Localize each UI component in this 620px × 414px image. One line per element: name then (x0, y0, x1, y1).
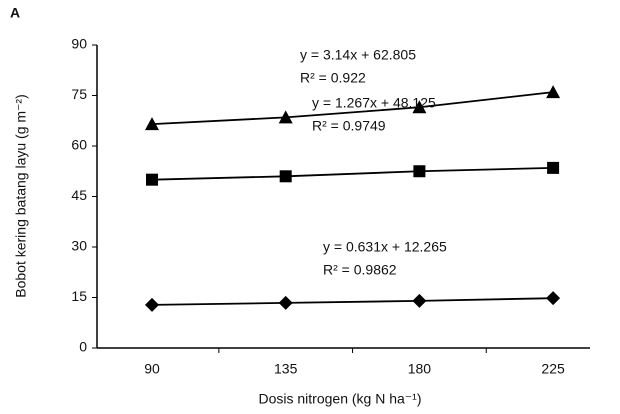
annotation: R² = 0.9862 (323, 262, 397, 278)
y-tick-label: 75 (71, 86, 87, 102)
point (278, 295, 293, 310)
point (546, 291, 561, 306)
y-tick-label: 45 (71, 187, 87, 203)
y-tick-label: 30 (71, 238, 87, 254)
point (278, 110, 293, 124)
y-tick-label: 15 (71, 288, 87, 304)
annotation: y = 1.267x + 48.125 (312, 95, 436, 111)
annotation: R² = 0.922 (300, 70, 366, 86)
point (413, 165, 426, 178)
annotation: R² = 0.9749 (312, 118, 386, 134)
point (145, 297, 159, 312)
panel-label: A (10, 5, 20, 21)
point (145, 117, 159, 131)
point (279, 170, 292, 183)
y-axis-label: Bobot kering batang layu (g m⁻²) (13, 94, 29, 298)
series-line (151, 166, 554, 181)
x-tick-label: 135 (274, 361, 298, 377)
point (146, 173, 158, 186)
point (546, 85, 561, 99)
y-tick-label: 60 (71, 137, 87, 153)
x-tick-label: 225 (541, 361, 565, 377)
y-tick-label: 90 (71, 36, 87, 52)
annotation: y = 3.14x + 62.805 (300, 47, 416, 63)
annotation: y = 0.631x + 12.265 (323, 239, 447, 255)
series-line (151, 91, 554, 126)
y-tick-label: 0 (79, 339, 87, 355)
point (412, 100, 427, 114)
x-tick-label: 180 (408, 361, 432, 377)
point (412, 293, 427, 308)
point (547, 161, 560, 174)
x-tick-label: 90 (144, 361, 160, 377)
x-axis-label: Dosis nitrogen (kg N ha⁻¹) (258, 391, 421, 407)
series-line (151, 297, 554, 306)
